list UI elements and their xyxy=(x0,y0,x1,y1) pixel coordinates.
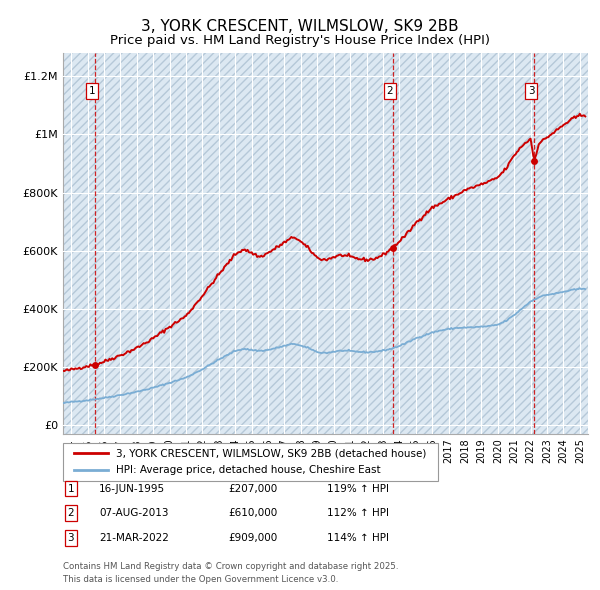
Text: This data is licensed under the Open Government Licence v3.0.: This data is licensed under the Open Gov… xyxy=(63,575,338,584)
Text: 1: 1 xyxy=(67,484,74,493)
Text: 3: 3 xyxy=(528,86,535,96)
Text: 07-AUG-2013: 07-AUG-2013 xyxy=(99,509,169,518)
Text: 119% ↑ HPI: 119% ↑ HPI xyxy=(327,484,389,493)
FancyBboxPatch shape xyxy=(63,442,438,481)
Text: 16-JUN-1995: 16-JUN-1995 xyxy=(99,484,165,493)
Text: 112% ↑ HPI: 112% ↑ HPI xyxy=(327,509,389,518)
Text: 3, YORK CRESCENT, WILMSLOW, SK9 2BB: 3, YORK CRESCENT, WILMSLOW, SK9 2BB xyxy=(141,19,459,34)
Text: £610,000: £610,000 xyxy=(228,509,277,518)
Text: 114% ↑ HPI: 114% ↑ HPI xyxy=(327,533,389,543)
Text: 3: 3 xyxy=(67,533,74,543)
Text: £207,000: £207,000 xyxy=(228,484,277,493)
Text: 21-MAR-2022: 21-MAR-2022 xyxy=(99,533,169,543)
Text: Contains HM Land Registry data © Crown copyright and database right 2025.: Contains HM Land Registry data © Crown c… xyxy=(63,562,398,571)
Text: HPI: Average price, detached house, Cheshire East: HPI: Average price, detached house, Ches… xyxy=(115,465,380,475)
Text: Price paid vs. HM Land Registry's House Price Index (HPI): Price paid vs. HM Land Registry's House … xyxy=(110,34,490,47)
Text: 2: 2 xyxy=(386,86,393,96)
Text: £909,000: £909,000 xyxy=(228,533,277,543)
Text: 1: 1 xyxy=(89,86,95,96)
Text: 2: 2 xyxy=(67,509,74,518)
Text: 3, YORK CRESCENT, WILMSLOW, SK9 2BB (detached house): 3, YORK CRESCENT, WILMSLOW, SK9 2BB (det… xyxy=(115,448,426,458)
